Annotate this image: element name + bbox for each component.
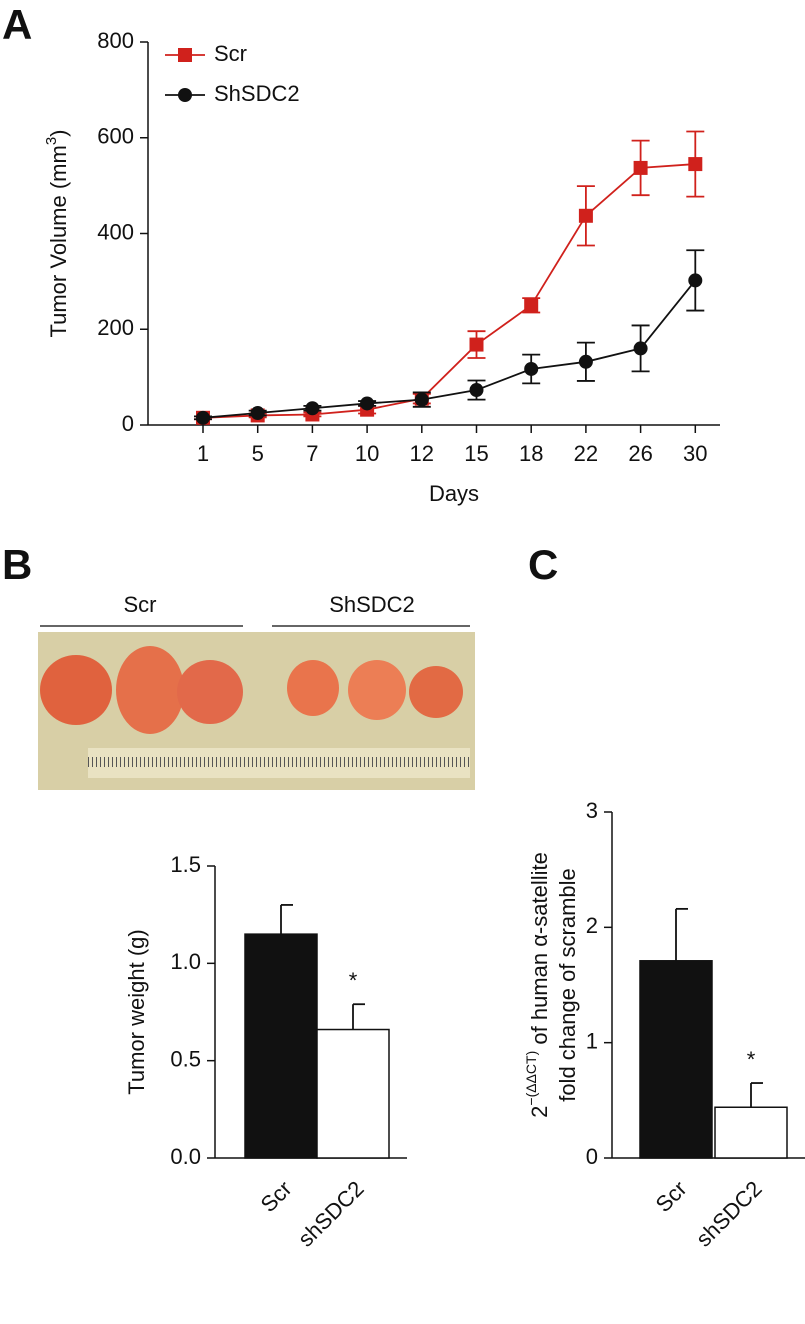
tumor-photo [38, 632, 475, 790]
x-tick-label: 26 [628, 441, 652, 466]
x-tick-label: 10 [355, 441, 379, 466]
point [305, 401, 320, 416]
y-axis-label-part: 3 [43, 137, 60, 145]
y-tick-label: 400 [97, 219, 134, 244]
y-tick-label: 2 [586, 913, 598, 938]
x-tick-label: 7 [306, 441, 318, 466]
x-tick-label: 5 [252, 441, 264, 466]
legend-label: ShSDC2 [214, 81, 300, 106]
y-axis-label-part: 2 [527, 1106, 552, 1118]
point [578, 208, 593, 223]
series-line [202, 279, 697, 419]
y-axis-label: Tumor weight (g) [124, 929, 149, 1094]
point [688, 157, 703, 172]
x-tick-label: shSDC2 [293, 1176, 369, 1252]
point [196, 410, 210, 425]
x-tick-label: 18 [519, 441, 543, 466]
point [633, 160, 648, 175]
bar [244, 933, 318, 1159]
panel-letter: A [2, 1, 32, 48]
panel-letter: B [2, 541, 32, 588]
annotation: * [349, 968, 358, 993]
x-tick-label: 30 [683, 441, 707, 466]
legend-marker [178, 48, 192, 62]
point [250, 406, 265, 421]
point [524, 298, 539, 313]
x-tick-label: Scr [256, 1176, 297, 1217]
bar [639, 960, 713, 1159]
point [578, 354, 593, 369]
y-tick-label: 0.0 [170, 1144, 201, 1169]
y-tick-label: 1 [586, 1028, 598, 1053]
y-tick-label: 600 [97, 124, 134, 149]
legend-label: Scr [214, 41, 247, 66]
series-line [202, 163, 696, 419]
photo-label: Scr [124, 592, 157, 617]
bar [714, 1106, 788, 1159]
point [688, 273, 703, 288]
x-axis-label: Days [429, 481, 479, 506]
y-tick-label: 800 [97, 28, 134, 53]
x-tick-label: Scr [651, 1176, 692, 1217]
x-tick-label: 15 [464, 441, 488, 466]
y-tick-label: 0 [122, 411, 134, 436]
point [524, 361, 539, 376]
panel-letter: C [528, 541, 558, 588]
point [360, 396, 375, 411]
x-tick-label: 22 [574, 441, 598, 466]
point [414, 392, 429, 407]
y-axis-label: 2−(ΔΔCT) of human α-satellite [523, 852, 552, 1118]
y-tick-label: 1.5 [170, 852, 201, 877]
y-axis-label: fold change of scramble [555, 868, 580, 1102]
y-axis-label-part: of human α-satellite [527, 852, 552, 1051]
x-tick-label: 1 [197, 441, 209, 466]
bar [316, 1028, 390, 1159]
point [469, 383, 484, 398]
legend-marker [178, 88, 192, 102]
y-tick-label: 0 [586, 1144, 598, 1169]
y-tick-label: 0.5 [170, 1046, 201, 1071]
annotation: * [747, 1047, 756, 1072]
y-tick-label: 1.0 [170, 949, 201, 974]
point [633, 341, 648, 356]
x-tick-label: 12 [410, 441, 434, 466]
photo-label: ShSDC2 [329, 592, 415, 617]
y-axis-label: Tumor Volume (mm3) [43, 130, 71, 338]
y-tick-label: 200 [97, 315, 134, 340]
y-axis-label-part: −(ΔΔCT) [523, 1051, 539, 1106]
y-tick-label: 3 [586, 798, 598, 823]
x-tick-label: shSDC2 [691, 1176, 767, 1252]
y-axis-label-part: ) [46, 130, 71, 137]
y-axis-label-part: Tumor Volume (mm [46, 145, 71, 337]
point [469, 337, 484, 352]
